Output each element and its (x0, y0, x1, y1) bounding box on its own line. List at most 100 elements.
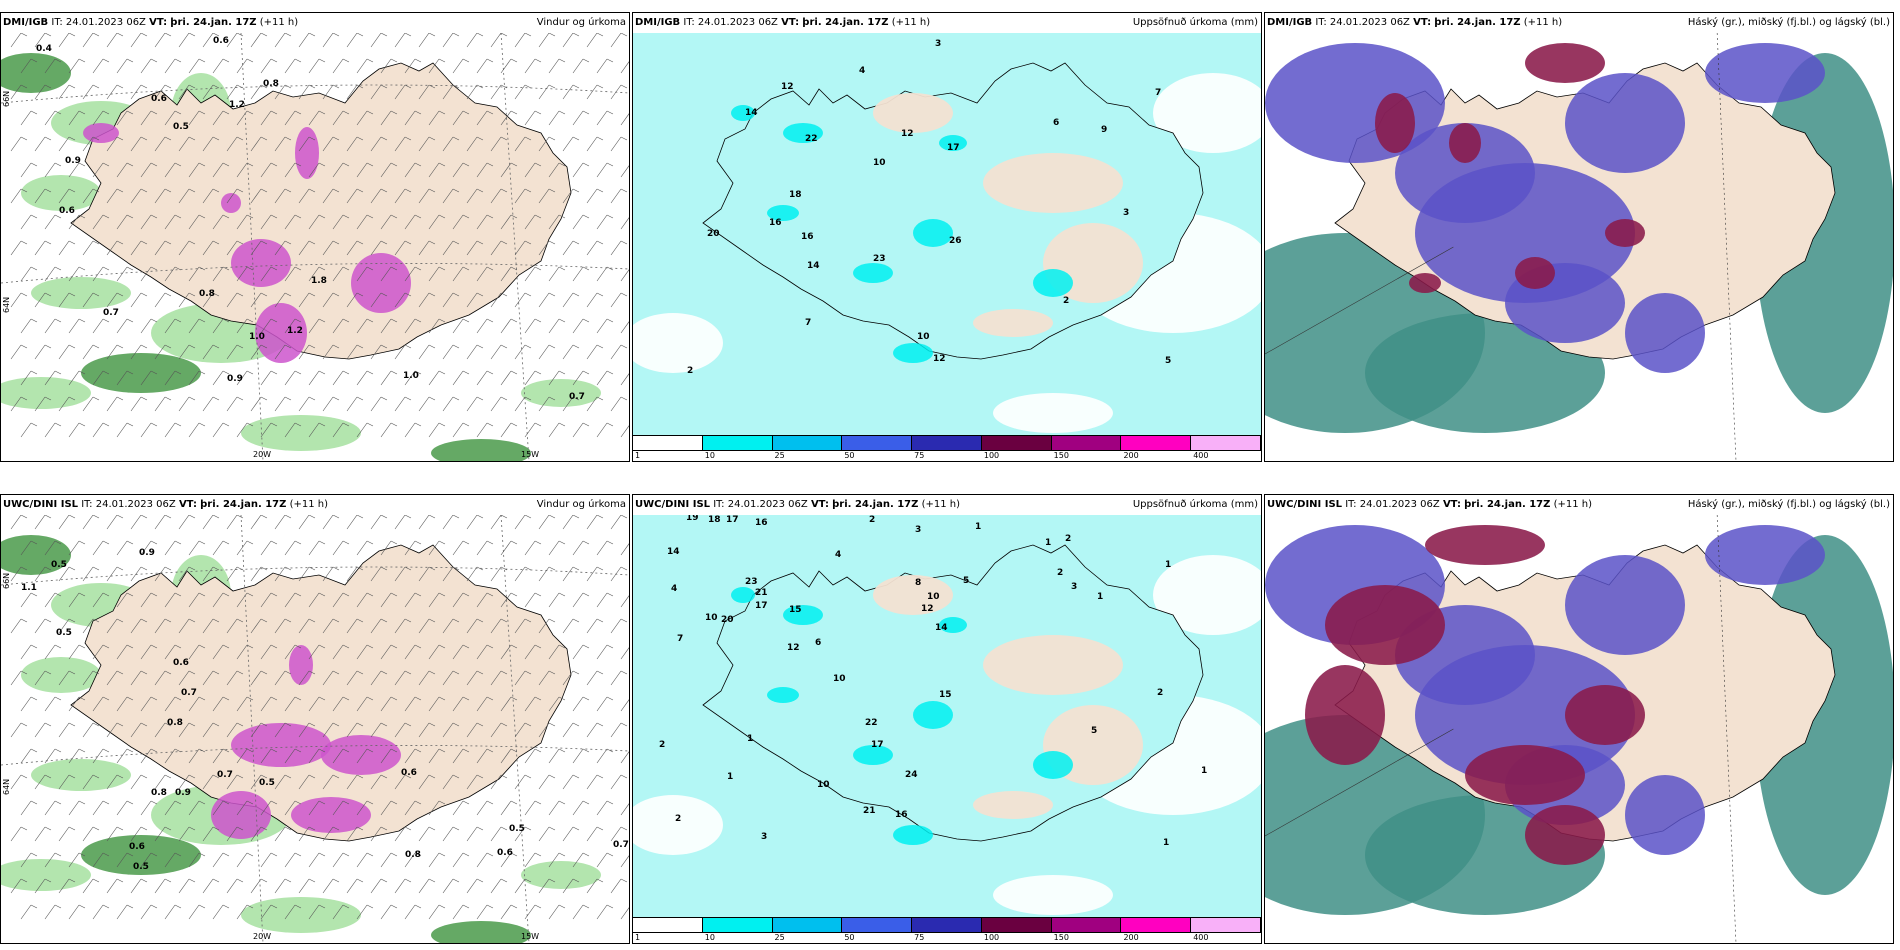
value-label: 0.7 (613, 840, 629, 850)
high-cloud-shading (1305, 525, 1645, 865)
colorbar-tick-label: 25 (774, 451, 785, 460)
value-label: 14 (667, 547, 680, 557)
value-label: 12 (787, 643, 800, 653)
value-label: 0.6 (173, 658, 189, 668)
iceland-land (70, 544, 572, 842)
colorbar-tick-label: 10 (704, 933, 715, 942)
map-area[interactable]: 0.4 0.6 0.8 1.2 0.6 0.5 0.9 0.6 0.8 0.7 1.0 0.9 1.2 1… (1, 33, 629, 461)
value-label: 0.5 (56, 628, 72, 638)
map-area[interactable]: 0.5 1.1 0.9 0.5 0.6 0.7 0.8 0.7 0.8 0.9 0.5 0.6 0.5 0… (1, 515, 629, 943)
colorbar-swatch (633, 918, 703, 932)
value-label: 0.4 (36, 44, 52, 54)
value-label: 21 (755, 588, 768, 598)
value-label: 1.8 (311, 276, 327, 286)
value-label: 0.8 (199, 289, 215, 299)
offset: (+11 h) (921, 499, 961, 510)
colorbar-tick-label: 150 (1053, 451, 1069, 460)
value-label: 0.5 (173, 122, 189, 132)
map-panel-bottom-clouds: UWC/DINI ISL IT: 24.01.2023 06Z VT: þri.… (1264, 494, 1894, 944)
value-label: 2 (869, 515, 875, 525)
value-label: 20 (707, 229, 720, 239)
value-label: 14 (935, 623, 948, 633)
model-name: DMI/IGB (1267, 17, 1313, 28)
colorbar-swatch (842, 918, 913, 932)
offset: (+11 h) (1553, 499, 1593, 510)
product-title: Vindur og úrkoma (536, 499, 626, 510)
lat-lon-grid (1, 33, 629, 461)
value-label: 9 (1101, 125, 1107, 135)
colorbar-tick-label: 10 (704, 451, 715, 460)
grid-label: 64N (2, 779, 11, 795)
panel-header: DMI/IGB IT: 24.01.2023 06Z VT: þri. 24.j… (1265, 13, 1893, 33)
grid-label: 20W (253, 932, 271, 941)
colorbar-swatch (912, 918, 982, 932)
map-area[interactable] (1265, 515, 1893, 943)
colorbar-tick-label: 100 (983, 933, 1000, 942)
colorbar-swatch (702, 918, 773, 932)
value-label: 3 (1071, 582, 1077, 592)
valid-time: þri. 24.jan. 17Z (200, 499, 287, 510)
it-label: IT: (683, 17, 695, 28)
map-panel-bottom-accum: UWC/DINI ISL IT: 24.01.2023 06Z VT: þri.… (632, 494, 1262, 944)
value-label: 10 (927, 592, 940, 602)
colorbar: 1 10 25 50 75 100 150 200 400 (633, 435, 1261, 461)
colorbar-tick-label: 50 (844, 933, 855, 942)
value-label: 2 (1057, 568, 1063, 578)
grid-label: 66N (2, 573, 11, 589)
colorbar-tick-label: 200 (1123, 933, 1139, 942)
value-label: 14 (807, 261, 820, 271)
value-label: 17 (726, 515, 739, 525)
value-label: 2 (1063, 296, 1069, 306)
map-panel-bottom-wind: UWC/DINI ISL IT: 24.01.2023 06Z VT: þri.… (0, 494, 630, 944)
value-label: 5 (1091, 726, 1097, 736)
map-area[interactable]: 19 18 17 16 14 2 3 1 1 2 4 1 4 7 10 20 21 23 17 15 12 6 8 10 12 1… (633, 515, 1261, 917)
colorbar-swatch (981, 918, 1052, 932)
map-area[interactable]: 3 4 7 12 14 22 12 17 6 9 10 18 16 16 20 26 3 14 23 7 10 12 2 5 2 (633, 33, 1261, 435)
value-label: 0.7 (103, 308, 119, 318)
value-label: 2 (659, 740, 665, 750)
vt-label: VT: (149, 17, 168, 28)
colorbar-swatches (633, 917, 1261, 933)
value-label: 10 (705, 613, 718, 623)
value-label: 1.0 (403, 371, 419, 381)
valid-time: þri. 24.jan. 17Z (1434, 17, 1521, 28)
model-name: DMI/IGB (3, 17, 49, 28)
value-label: 10 (917, 332, 930, 342)
vt-label: VT: (178, 499, 197, 510)
wind-barbs (10, 33, 629, 438)
value-label: 22 (865, 718, 878, 728)
value-label: 7 (1155, 88, 1161, 98)
value-label: 1 (747, 734, 753, 744)
value-label: 10 (817, 780, 830, 790)
model-name: UWC/DINI ISL (1267, 499, 1343, 510)
value-label: 4 (835, 550, 841, 560)
product-title: Uppsöfnuð úrkoma (mm) (1132, 499, 1258, 510)
value-label: 18 (708, 515, 721, 525)
value-label: 1.1 (21, 583, 37, 593)
value-label: 1.2 (287, 326, 303, 336)
colorbar-ticks: 1 10 25 50 75 100 150 200 400 (633, 451, 1261, 461)
value-label: 16 (801, 232, 814, 242)
value-label: 19 (686, 515, 699, 523)
value-label: 3 (935, 39, 941, 49)
value-label: 16 (755, 518, 768, 528)
it-label: IT: (81, 499, 93, 510)
value-label: 2 (687, 366, 693, 376)
map-area[interactable] (1265, 33, 1893, 461)
map-panel-top-clouds: DMI/IGB IT: 24.01.2023 06Z VT: þri. 24.j… (1264, 12, 1894, 462)
value-label: 1.0 (249, 332, 265, 342)
colorbar-swatch (912, 436, 982, 450)
vt-label: VT: (1413, 17, 1432, 28)
value-label: 0.9 (139, 548, 155, 558)
value-label: 15 (939, 690, 952, 700)
dry-land (873, 93, 1143, 337)
colorbar-tick-label: 400 (1193, 451, 1209, 460)
valid-time: þri. 24.jan. 17Z (1464, 499, 1551, 510)
value-label: 21 (863, 806, 876, 816)
value-label: 23 (745, 577, 758, 587)
panel-header: UWC/DINI ISL IT: 24.01.2023 06Z VT: þri.… (1265, 495, 1893, 515)
value-label: 1 (1045, 538, 1051, 548)
it-label: IT: (1315, 17, 1327, 28)
it-label: IT: (713, 499, 725, 510)
vt-label: VT: (810, 499, 829, 510)
